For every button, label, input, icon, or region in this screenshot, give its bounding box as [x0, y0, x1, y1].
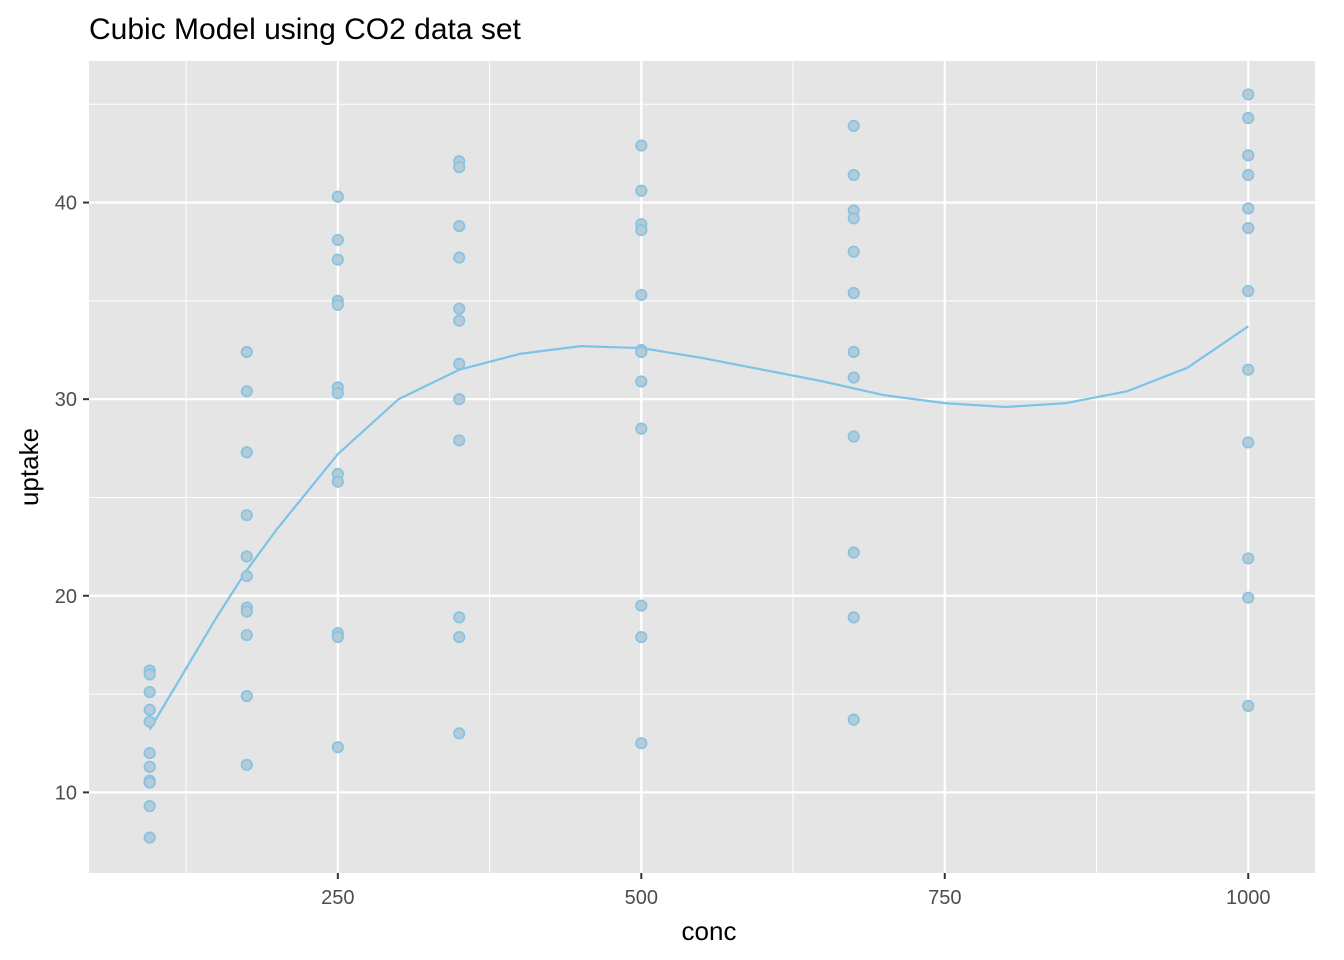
data-point: [240, 689, 253, 703]
data-point: [635, 288, 648, 302]
data-point: [331, 233, 344, 247]
data-point: [453, 302, 466, 315]
data-point: [453, 611, 466, 624]
data-point: [240, 605, 253, 618]
data-point: [847, 212, 860, 225]
data-point: [847, 430, 860, 443]
y-tick-label: 10: [55, 782, 77, 804]
data-point: [847, 371, 860, 384]
data-point: [143, 715, 156, 728]
data-point: [635, 345, 648, 359]
data-point: [847, 245, 860, 258]
data-point: [331, 741, 344, 754]
data-point: [1242, 149, 1255, 162]
data-point: [847, 286, 860, 300]
data-point: [1242, 111, 1255, 125]
data-point: [453, 220, 466, 233]
data-point: [1242, 699, 1255, 712]
data-point: [331, 253, 344, 266]
data-point: [143, 746, 156, 760]
x-tick-label: 1000: [1226, 887, 1271, 909]
data-point: [1242, 552, 1255, 565]
data-point: [240, 758, 253, 771]
data-point: [847, 345, 860, 359]
x-tick-label: 250: [321, 887, 354, 909]
y-tick-label: 20: [55, 586, 77, 608]
data-point: [240, 629, 253, 642]
data-point: [331, 190, 344, 203]
data-point: [331, 298, 344, 311]
x-tick-label: 750: [928, 887, 961, 909]
data-point: [143, 686, 156, 699]
data-point: [635, 184, 648, 197]
data-point: [635, 599, 648, 612]
data-point: [240, 446, 253, 459]
data-point: [331, 475, 344, 488]
x-tick-label: 500: [625, 887, 658, 909]
data-point: [1242, 168, 1255, 182]
data-point: [635, 139, 648, 152]
y-axis: 10 20 30 40: [55, 193, 89, 804]
data-point: [847, 168, 860, 182]
data-point: [453, 161, 466, 174]
data-point: [143, 760, 156, 773]
data-point: [240, 345, 253, 359]
data-point: [453, 434, 466, 447]
data-point: [635, 375, 648, 388]
data-point: [635, 223, 648, 237]
y-tick-label: 30: [55, 389, 77, 411]
data-points: [143, 88, 1255, 844]
data-point: [453, 357, 466, 370]
x-axis: 250 500 750 1000: [321, 873, 1270, 909]
y-axis-title: uptake: [14, 428, 44, 506]
data-point: [453, 727, 466, 740]
data-point: [1242, 436, 1255, 449]
plot-panel: [89, 61, 1315, 873]
y-tick-label: 40: [55, 193, 77, 215]
data-point: [847, 546, 860, 559]
data-point: [331, 387, 344, 400]
data-point: [847, 119, 860, 132]
data-point: [240, 550, 253, 563]
data-point: [635, 737, 648, 750]
data-point: [1242, 363, 1255, 376]
chart-title: Cubic Model using CO2 data set: [89, 13, 522, 46]
data-point: [331, 630, 344, 644]
data-point: [143, 703, 156, 716]
data-point: [1242, 202, 1255, 215]
data-point: [240, 509, 253, 522]
x-axis-title: conc: [682, 916, 737, 946]
data-point: [635, 422, 648, 435]
minor-gridlines: [89, 61, 1315, 873]
data-point: [1242, 222, 1255, 235]
data-point: [240, 570, 253, 583]
data-point: [1242, 88, 1255, 101]
data-point: [143, 776, 156, 789]
data-point: [453, 251, 466, 264]
data-point: [240, 385, 253, 398]
data-point: [143, 668, 156, 681]
data-point: [143, 800, 156, 813]
data-point: [847, 611, 860, 624]
data-point: [453, 393, 466, 406]
data-point: [847, 713, 860, 726]
data-point: [453, 630, 466, 644]
data-point: [143, 831, 156, 844]
data-point: [1242, 591, 1255, 604]
data-point: [1242, 284, 1255, 298]
data-point: [635, 630, 648, 644]
data-point: [453, 314, 466, 327]
